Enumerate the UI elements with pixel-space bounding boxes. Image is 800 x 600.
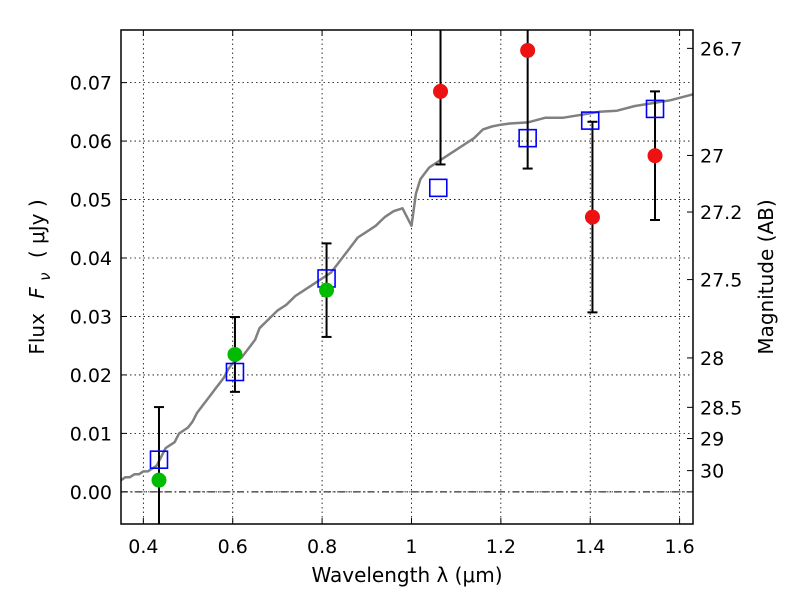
magnitude-tick-label: 27.2 bbox=[700, 202, 742, 224]
spectrum-layer bbox=[120, 93, 694, 482]
magnitude-tick-label: 27 bbox=[700, 145, 724, 167]
magnitude-tick-label: 30 bbox=[700, 461, 724, 483]
y-tick-label: 0.04 bbox=[70, 248, 112, 270]
flux-point bbox=[433, 83, 449, 99]
model-photometry-square bbox=[428, 178, 448, 198]
flux-point bbox=[647, 148, 663, 164]
model-photometry-square bbox=[580, 111, 600, 130]
y-tick-label: 0.02 bbox=[70, 365, 112, 387]
spectrum-line bbox=[120, 93, 694, 482]
magnitude-tick-label: 26.7 bbox=[700, 38, 742, 60]
y-axis-label: Flux F ν ( μJy ) bbox=[25, 199, 55, 354]
x-tick-label: 1.2 bbox=[486, 536, 516, 558]
grid-layer bbox=[121, 30, 693, 524]
x-axis-label: Wavelength λ (μm) bbox=[311, 563, 502, 587]
y-axis-label-var: F bbox=[25, 287, 49, 299]
y-tick-label: 0.01 bbox=[70, 423, 112, 445]
magnitude-tick-label: 29 bbox=[700, 429, 724, 451]
model-photometry-square bbox=[518, 128, 537, 148]
marker-layer bbox=[149, 42, 665, 488]
model-photometry-square bbox=[645, 99, 665, 119]
x-tick-label: 0.4 bbox=[128, 536, 158, 558]
y-tick-label: 0.00 bbox=[70, 482, 112, 504]
x-tick-label: 0.8 bbox=[307, 536, 337, 558]
y-tick-label: 0.05 bbox=[70, 190, 112, 212]
y-tick-label: 0.03 bbox=[70, 306, 112, 328]
magnitude-tick-label: 27.5 bbox=[700, 270, 742, 292]
y-tick-label: 0.07 bbox=[70, 73, 112, 95]
magnitude-tick-label: 28.5 bbox=[700, 397, 742, 419]
error-bar-layer bbox=[153, 30, 661, 524]
x-tick-label: 1 bbox=[405, 536, 417, 558]
model-photometry-square bbox=[149, 450, 169, 469]
flux-point bbox=[227, 346, 243, 362]
flux-point bbox=[319, 282, 335, 298]
flux-point bbox=[584, 209, 600, 225]
x-tick-label: 0.6 bbox=[218, 536, 248, 558]
y-axis-label-unit: ( μJy ) bbox=[25, 199, 49, 258]
y-axis-label-sub: ν bbox=[36, 272, 54, 280]
magnitude-tick-label: 28 bbox=[700, 348, 724, 370]
flux-point bbox=[520, 42, 536, 58]
tick-layer: 0.4 0.6 0.8 1 1.2 1.4 1.6 0.00 0.01 0.02 0.03 0.04 0… bbox=[70, 30, 742, 558]
magnitude-axis-label: Magnitude (AB) bbox=[754, 199, 778, 354]
plot-frame bbox=[120, 29, 694, 525]
y-tick-label: 0.06 bbox=[70, 131, 112, 153]
flux-point bbox=[151, 472, 167, 488]
model-photometry-square bbox=[225, 362, 245, 382]
y-axis-label-prefix: Flux bbox=[25, 313, 49, 355]
x-tick-label: 1.6 bbox=[664, 536, 694, 558]
x-tick-label: 1.4 bbox=[575, 536, 605, 558]
